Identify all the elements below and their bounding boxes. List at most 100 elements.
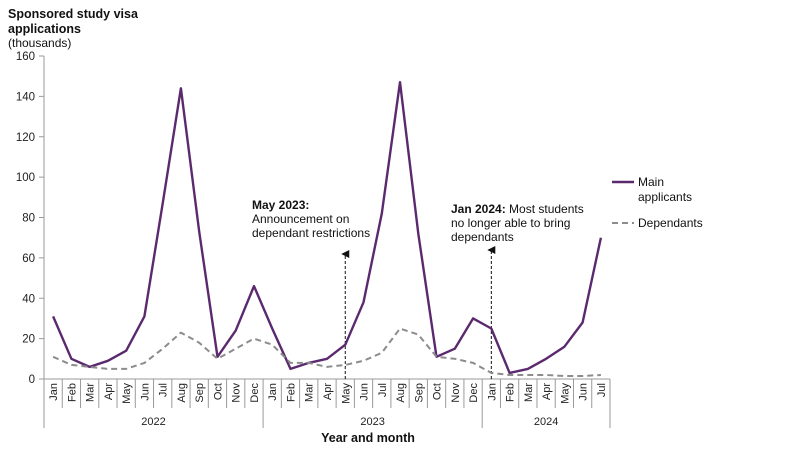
data-point — [271, 344, 273, 346]
annotation-rest: Most students — [506, 202, 584, 216]
x-tick-label: Sep — [194, 383, 206, 403]
annotation-line: Announcement on — [252, 212, 349, 226]
series-line-dependants — [52, 327, 601, 377]
data-point — [180, 87, 182, 89]
x-tick-label: Mar — [304, 383, 316, 402]
annotation-line: no longer able to bring — [451, 216, 570, 230]
data-point — [107, 360, 109, 362]
x-tick-label: Jan — [48, 383, 60, 401]
x-tick-label: Aug — [395, 383, 407, 403]
x-tick-label: Jul — [596, 383, 608, 397]
data-point — [326, 366, 328, 368]
data-point — [180, 332, 182, 334]
series-lines — [51, 80, 603, 377]
data-point — [70, 358, 72, 360]
data-point — [381, 212, 383, 214]
data-point — [600, 374, 602, 376]
data-point — [52, 356, 54, 358]
x-tick-label: Feb — [66, 383, 78, 402]
annotation-line: dependant restrictions — [252, 226, 370, 240]
x-axis-title: Year and month — [321, 431, 415, 445]
data-point — [417, 334, 419, 336]
data-point — [454, 358, 456, 360]
x-tick-label: Jun — [578, 383, 590, 401]
data-point — [436, 356, 438, 358]
data-point — [52, 315, 54, 317]
x-tick-label: Mar — [85, 383, 97, 402]
x-tick-label: Apr — [541, 383, 553, 400]
y-tick-label: 20 — [22, 334, 35, 346]
x-axis: Jan Feb Mar Apr May Jun Jul Aug Sep Oct Nov Dec Jan F… — [43, 378, 611, 428]
data-point — [509, 374, 511, 376]
data-point — [344, 364, 346, 366]
data-point — [563, 346, 565, 348]
x-tick-label: Jan — [486, 383, 498, 401]
data-point — [582, 321, 584, 323]
chart-title-line-1: Sponsored study visa — [8, 7, 139, 21]
x-tick-label: Apr — [103, 383, 115, 400]
y-axis: 0 20 40 60 80 100 120 140 160 — [16, 51, 45, 386]
data-point — [107, 368, 109, 370]
data-point — [344, 344, 346, 346]
year-label: 2023 — [360, 416, 384, 428]
x-tick-label: Aug — [176, 383, 188, 403]
x-tick-label: Feb — [505, 383, 517, 402]
data-point — [454, 348, 456, 350]
x-tick-label: Nov — [231, 383, 243, 403]
data-point — [125, 350, 127, 352]
x-tick-label: Oct — [212, 383, 224, 400]
y-tick-label: 80 — [22, 213, 35, 225]
y-tick-label: 40 — [22, 293, 35, 305]
data-point — [162, 348, 164, 350]
data-point — [253, 338, 255, 340]
data-point — [198, 342, 200, 344]
data-point — [381, 352, 383, 354]
data-point — [235, 348, 237, 350]
data-point — [509, 372, 511, 374]
x-tick-label: Jun — [359, 383, 371, 401]
annotation-heading: May 2023: — [252, 198, 309, 212]
data-point — [89, 366, 91, 368]
data-point — [253, 285, 255, 287]
data-point — [70, 364, 72, 366]
data-point — [545, 374, 547, 376]
x-tick-label: Oct — [432, 383, 444, 400]
data-point — [235, 330, 237, 332]
data-point — [399, 328, 401, 330]
legend-label: Main — [638, 175, 664, 189]
chart-title-line-2: applications — [8, 22, 81, 36]
data-point — [490, 372, 492, 374]
data-point — [289, 368, 291, 370]
legend-label: applicants — [638, 190, 692, 204]
chart-title: Sponsored study visa applications (thous… — [8, 7, 139, 50]
x-tick-label: Feb — [285, 383, 297, 402]
data-point — [162, 202, 164, 204]
legend-label: Dependants — [638, 216, 703, 230]
x-tick-label: Jan — [267, 383, 279, 401]
y-tick-label: 140 — [16, 91, 35, 103]
data-point — [527, 368, 529, 370]
data-point — [472, 317, 474, 319]
data-point — [289, 362, 291, 364]
data-point — [545, 358, 547, 360]
data-point — [399, 81, 401, 83]
x-tick-label: May — [340, 383, 352, 404]
x-tick-label: Dec — [249, 383, 261, 403]
y-tick-label: 100 — [16, 172, 35, 184]
x-tick-label: Mar — [523, 383, 535, 402]
series-line-main-applicants — [51, 80, 603, 375]
data-point — [417, 233, 419, 235]
data-point — [600, 237, 602, 239]
data-point — [198, 231, 200, 233]
data-point — [271, 328, 273, 330]
year-label: 2022 — [141, 416, 165, 428]
data-point — [125, 368, 127, 370]
chart-subtitle: (thousands) — [8, 36, 71, 50]
data-point — [363, 301, 365, 303]
data-point — [472, 362, 474, 364]
x-tick-label: Jun — [139, 383, 151, 401]
data-point — [563, 375, 565, 377]
x-tick-label: Dec — [468, 383, 480, 403]
y-tick-label: 60 — [22, 253, 35, 265]
